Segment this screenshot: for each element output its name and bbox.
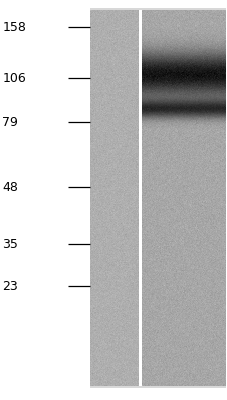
Text: 23: 23: [2, 280, 18, 292]
Text: 79: 79: [2, 116, 18, 128]
Text: 106: 106: [2, 72, 26, 84]
Text: 48: 48: [2, 181, 18, 194]
Text: 158: 158: [2, 21, 26, 34]
Text: 35: 35: [2, 238, 18, 250]
